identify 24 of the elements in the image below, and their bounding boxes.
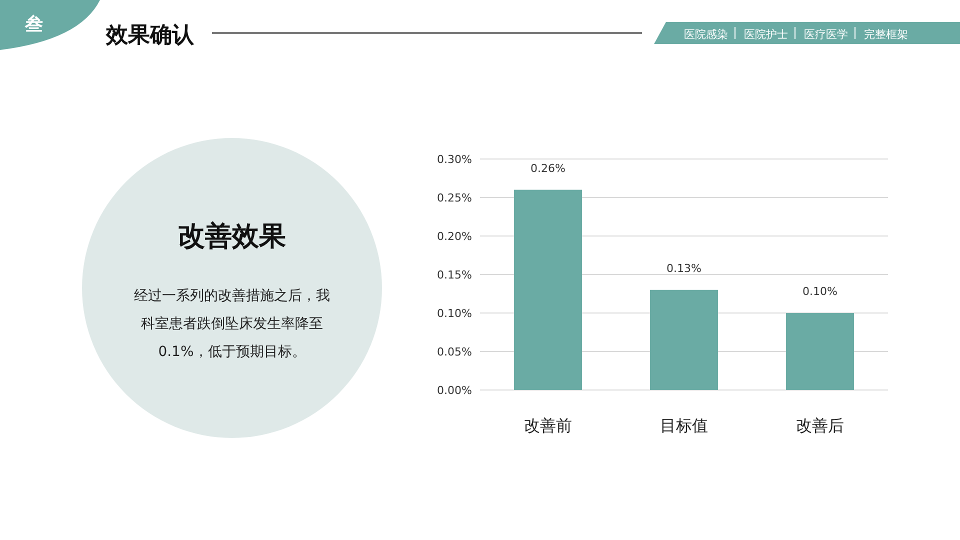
x-tick-label: 改善后 [796, 416, 844, 435]
text: 完整框架 [864, 28, 908, 41]
data-label: 0.13% [666, 262, 702, 275]
data-label: 0.10% [802, 285, 838, 298]
x-tick-label: 目标值 [660, 416, 708, 435]
x-tick-label: 改善前 [524, 416, 572, 435]
data-label: 0.26% [530, 162, 566, 175]
y-tick-label: 0.05% [437, 346, 472, 358]
y-tick-label: 0.30% [437, 153, 472, 166]
text: 医院护士 [744, 28, 788, 41]
text: 经过一系列的改善措施之后，我科室患者跌倒坠床发生率降至0.1%，低于预期目标。 [134, 287, 330, 360]
bar [650, 290, 718, 390]
bar [514, 190, 582, 390]
text: 医院感染 [684, 28, 728, 41]
y-tick-label: 0.15% [437, 268, 472, 282]
y-tick-label: 0.10% [437, 307, 472, 320]
text: 医疗医学 [804, 28, 848, 41]
text: 改善效果 [178, 221, 286, 252]
y-tick-label: 0.25% [437, 192, 472, 204]
bar [786, 313, 854, 390]
y-tick-label: 0.00% [437, 384, 472, 397]
text: 叁 [24, 14, 43, 35]
text: 效果确认 [105, 23, 195, 48]
y-tick-label: 0.20% [437, 230, 472, 243]
